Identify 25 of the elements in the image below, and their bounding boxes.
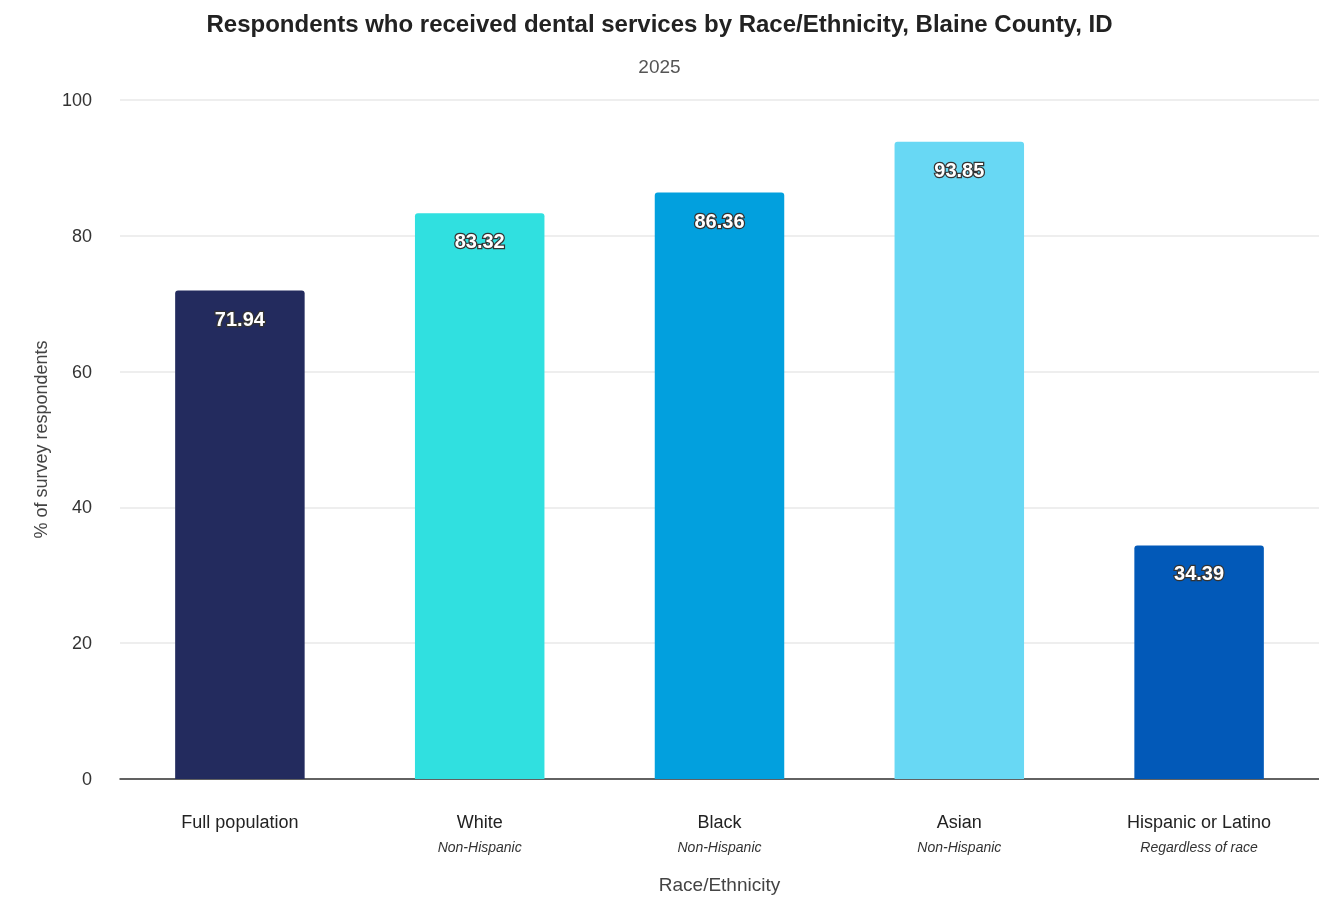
y-tick-label: 40 (71, 497, 92, 518)
chart-title: Respondents who received dental services by Race/Ethnicity, Blaine County, ID (206, 9, 1113, 37)
data-label: 93.85 (934, 158, 985, 181)
y-tick-label: 80 (71, 225, 92, 246)
y-tick-label: 0 (81, 769, 92, 789)
x-tick-label: White Non-Hispanic (437, 812, 522, 855)
bar (894, 141, 1025, 779)
data-label: 86.36 (694, 209, 745, 232)
data-label: 71.94 (214, 307, 266, 330)
x-tick-label: Hispanic or Latino Regardless of race (1127, 812, 1272, 855)
y-tick-label: 20 (71, 633, 92, 654)
y-tick-label: 60 (71, 361, 92, 382)
y-axis-title: % of survey respondents (31, 340, 51, 539)
x-axis-title: Race/Ethnicity (658, 874, 781, 895)
data-label: 83.32 (454, 230, 505, 253)
x-tick-label: Full population (181, 812, 299, 832)
chart-subtitle: 2025 (638, 56, 681, 77)
bar (1134, 545, 1264, 779)
y-tick-label: 100 (61, 90, 92, 110)
data-label: 34.39 (1174, 562, 1225, 585)
bar (175, 290, 305, 779)
bar (654, 192, 785, 779)
bar (414, 213, 545, 779)
x-tick-label: Asian Non-Hispanic (917, 812, 1002, 855)
x-tick-label: Black Non-Hispanic (677, 812, 762, 855)
